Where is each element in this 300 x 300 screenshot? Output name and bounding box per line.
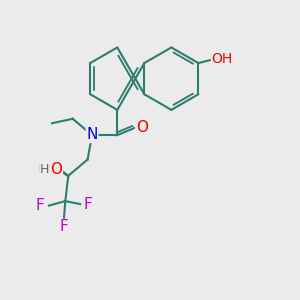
Text: F: F: [36, 198, 44, 213]
Text: F: F: [59, 220, 68, 235]
Text: F: F: [83, 196, 92, 211]
Text: H: H: [40, 163, 49, 176]
Text: HO: HO: [37, 164, 58, 176]
Text: O: O: [50, 162, 62, 177]
Text: O: O: [136, 120, 148, 135]
Text: OH: OH: [212, 52, 233, 67]
Text: N: N: [86, 127, 98, 142]
